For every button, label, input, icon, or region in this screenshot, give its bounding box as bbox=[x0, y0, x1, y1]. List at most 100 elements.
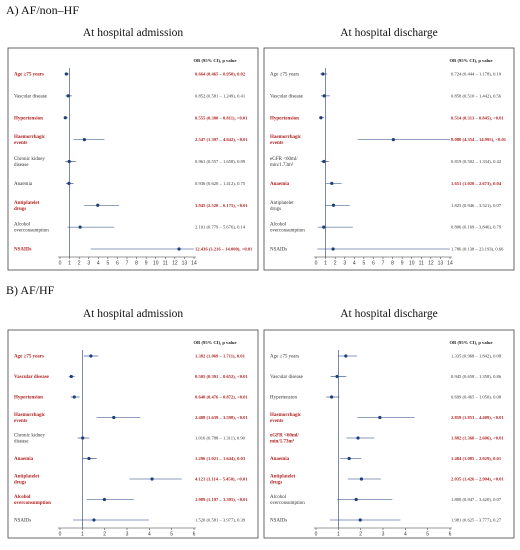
x-tick-label: 6 bbox=[116, 261, 119, 267]
or-point bbox=[96, 203, 100, 207]
row-label-line: overconsumption bbox=[270, 501, 305, 506]
row-label-line: Anaemia bbox=[14, 182, 33, 187]
or-value-text: 0.724 (0.444 – 1.178), 0.19 bbox=[451, 72, 502, 78]
panel-border bbox=[263, 47, 515, 271]
panel-border bbox=[7, 47, 259, 271]
x-tick-label: 6 bbox=[372, 261, 375, 267]
row-label-line: drugs bbox=[14, 481, 26, 486]
row-label: Hypertension bbox=[14, 116, 43, 121]
or-column-header: OR (95% CI), p value bbox=[193, 58, 236, 63]
row-label-line: Alcohol bbox=[270, 223, 287, 228]
or-point bbox=[102, 497, 107, 502]
row-label: Vascular disease bbox=[270, 94, 304, 99]
or-point bbox=[67, 159, 71, 164]
or-value-text: 2.547 (1.397 – 4.642), <0.01 bbox=[195, 137, 248, 142]
x-tick-label: 2 bbox=[103, 532, 106, 538]
or-point bbox=[78, 225, 82, 229]
x-tick-label: 5 bbox=[426, 532, 429, 538]
or-point bbox=[319, 116, 323, 120]
row-label: NSAIDs bbox=[270, 248, 287, 253]
or-value-text: 0.961 (0.557 – 1.658), 0.89 bbox=[195, 159, 246, 165]
row-label-line: Age ≥75 years bbox=[270, 73, 299, 78]
or-point bbox=[322, 159, 326, 164]
row-label-line: NSAIDs bbox=[270, 519, 287, 524]
or-point bbox=[330, 395, 334, 399]
x-tick-label: 3 bbox=[87, 261, 90, 267]
or-point bbox=[64, 72, 68, 76]
row-label-line: Vascular disease bbox=[14, 94, 48, 99]
x-tick-label: 4 bbox=[148, 532, 151, 538]
row-label-line: Anaemia bbox=[14, 457, 34, 462]
or-point bbox=[330, 181, 334, 185]
x-tick-label: 3 bbox=[126, 532, 129, 538]
x-tick-label: 7 bbox=[382, 261, 385, 267]
or-value-text: 0.505 (0.391 – 0.652), <0.01 bbox=[195, 374, 248, 379]
row-label: eGFR <60ml/min/1.73m² bbox=[270, 157, 298, 168]
x-tick-label: 11 bbox=[419, 261, 424, 267]
or-value-text: 3.945 (2.520 – 6.175), <0.01 bbox=[195, 203, 248, 208]
x-tick-label: 13 bbox=[182, 261, 188, 267]
or-value-text: 1.989 (1.197 – 3.305), <0.01 bbox=[195, 497, 248, 502]
x-tick-label: 12 bbox=[428, 261, 434, 267]
section-title: A) AF/non–HF bbox=[6, 3, 79, 17]
row-label: Hypertension bbox=[270, 116, 299, 121]
row-label: Antiplatelet drugs bbox=[14, 201, 40, 212]
x-tick-label: 8 bbox=[135, 261, 138, 267]
or-value-text: 1.016 (0.788 – 1.311), 0.90 bbox=[195, 436, 246, 442]
or-column-header: OR (95% CI), p value bbox=[449, 340, 492, 345]
row-label: Alcohol overconsumption bbox=[270, 495, 305, 506]
row-label: Anaemia bbox=[14, 182, 33, 187]
or-column-header: OR (95% CI), p value bbox=[449, 58, 492, 63]
x-tick-label: 1 bbox=[324, 261, 327, 267]
row-label: NSAIDs bbox=[14, 519, 31, 524]
row-label-line: Chronic kidney bbox=[14, 434, 45, 439]
row-label: Anaemia bbox=[270, 457, 290, 462]
x-tick-label: 1 bbox=[337, 532, 340, 538]
or-point bbox=[322, 225, 326, 229]
x-tick-label: 13 bbox=[438, 261, 444, 267]
row-label-line: Antiplatelet bbox=[14, 201, 40, 206]
or-value-text: 0.806 (0.169 – 3.846), 0.79 bbox=[451, 225, 502, 231]
row-label-line: min/1.73m² bbox=[270, 162, 294, 168]
panel-border bbox=[7, 329, 259, 539]
or-column-header: OR (95% CI), p value bbox=[193, 340, 236, 345]
or-point bbox=[322, 94, 326, 98]
or-point bbox=[344, 354, 348, 358]
or-point bbox=[321, 72, 325, 76]
or-value-text: 2.101 (0.779 – 5.676), 0.14 bbox=[195, 225, 246, 231]
or-value-text: 1.786 (0.138 – 23.193), 0.66 bbox=[451, 247, 504, 253]
x-tick-label: 10 bbox=[153, 261, 159, 267]
x-tick-label: 2 bbox=[78, 261, 81, 267]
or-value-text: 0.664 (0.465 – 0.950), 0.02 bbox=[195, 72, 246, 77]
or-value-text: 12.436 (3.216 – 14.000), <0.01 bbox=[195, 247, 253, 252]
or-value-text: 1.981 (0.625 – 3.777), 0.27 bbox=[451, 518, 502, 524]
row-label-line: Chronic kidney bbox=[14, 157, 45, 162]
or-value-text: 0.699 (0.465 – 1.050), 0.08 bbox=[451, 395, 502, 401]
or-point bbox=[347, 456, 351, 461]
row-label-line: NSAIDs bbox=[270, 248, 287, 253]
row-label: Haemorrhagic events bbox=[14, 135, 46, 146]
row-label: Vascular disease bbox=[270, 375, 304, 380]
row-label-line: NSAIDs bbox=[14, 248, 32, 253]
row-label-line: Anaemia bbox=[270, 182, 290, 187]
x-tick-label: 4 bbox=[97, 261, 100, 267]
row-label: Alcohol overconsumption bbox=[270, 223, 305, 234]
or-value-text: 0.852 (0.581 – 1.249), 0.41 bbox=[195, 93, 246, 99]
row-label: Age ≥75 years bbox=[270, 73, 299, 78]
x-tick-label: 7 bbox=[126, 261, 129, 267]
or-value-text: 2.408 (1.639 – 3.598), <0.01 bbox=[195, 415, 248, 420]
row-label: Hypertension bbox=[14, 396, 43, 401]
x-tick-label: 2 bbox=[359, 532, 362, 538]
x-tick-label: 14 bbox=[447, 261, 453, 267]
or-point bbox=[358, 518, 362, 522]
or-point bbox=[63, 116, 67, 120]
row-label: Haemorrhagic events bbox=[14, 413, 46, 424]
forest-panel: At hospital admission OR (95% CI), p valu… bbox=[7, 27, 259, 271]
or-value-text: 1.296 (1.021 – 1.644), 0.03 bbox=[195, 456, 246, 461]
row-label-line: Alcohol bbox=[14, 223, 31, 228]
x-tick-label: 1 bbox=[81, 532, 84, 538]
or-point bbox=[177, 247, 181, 251]
or-value-text: 2.859 (1.853 – 4.409), <0.01 bbox=[451, 415, 504, 420]
or-point bbox=[331, 203, 336, 207]
x-tick-label: 1 bbox=[68, 261, 71, 267]
